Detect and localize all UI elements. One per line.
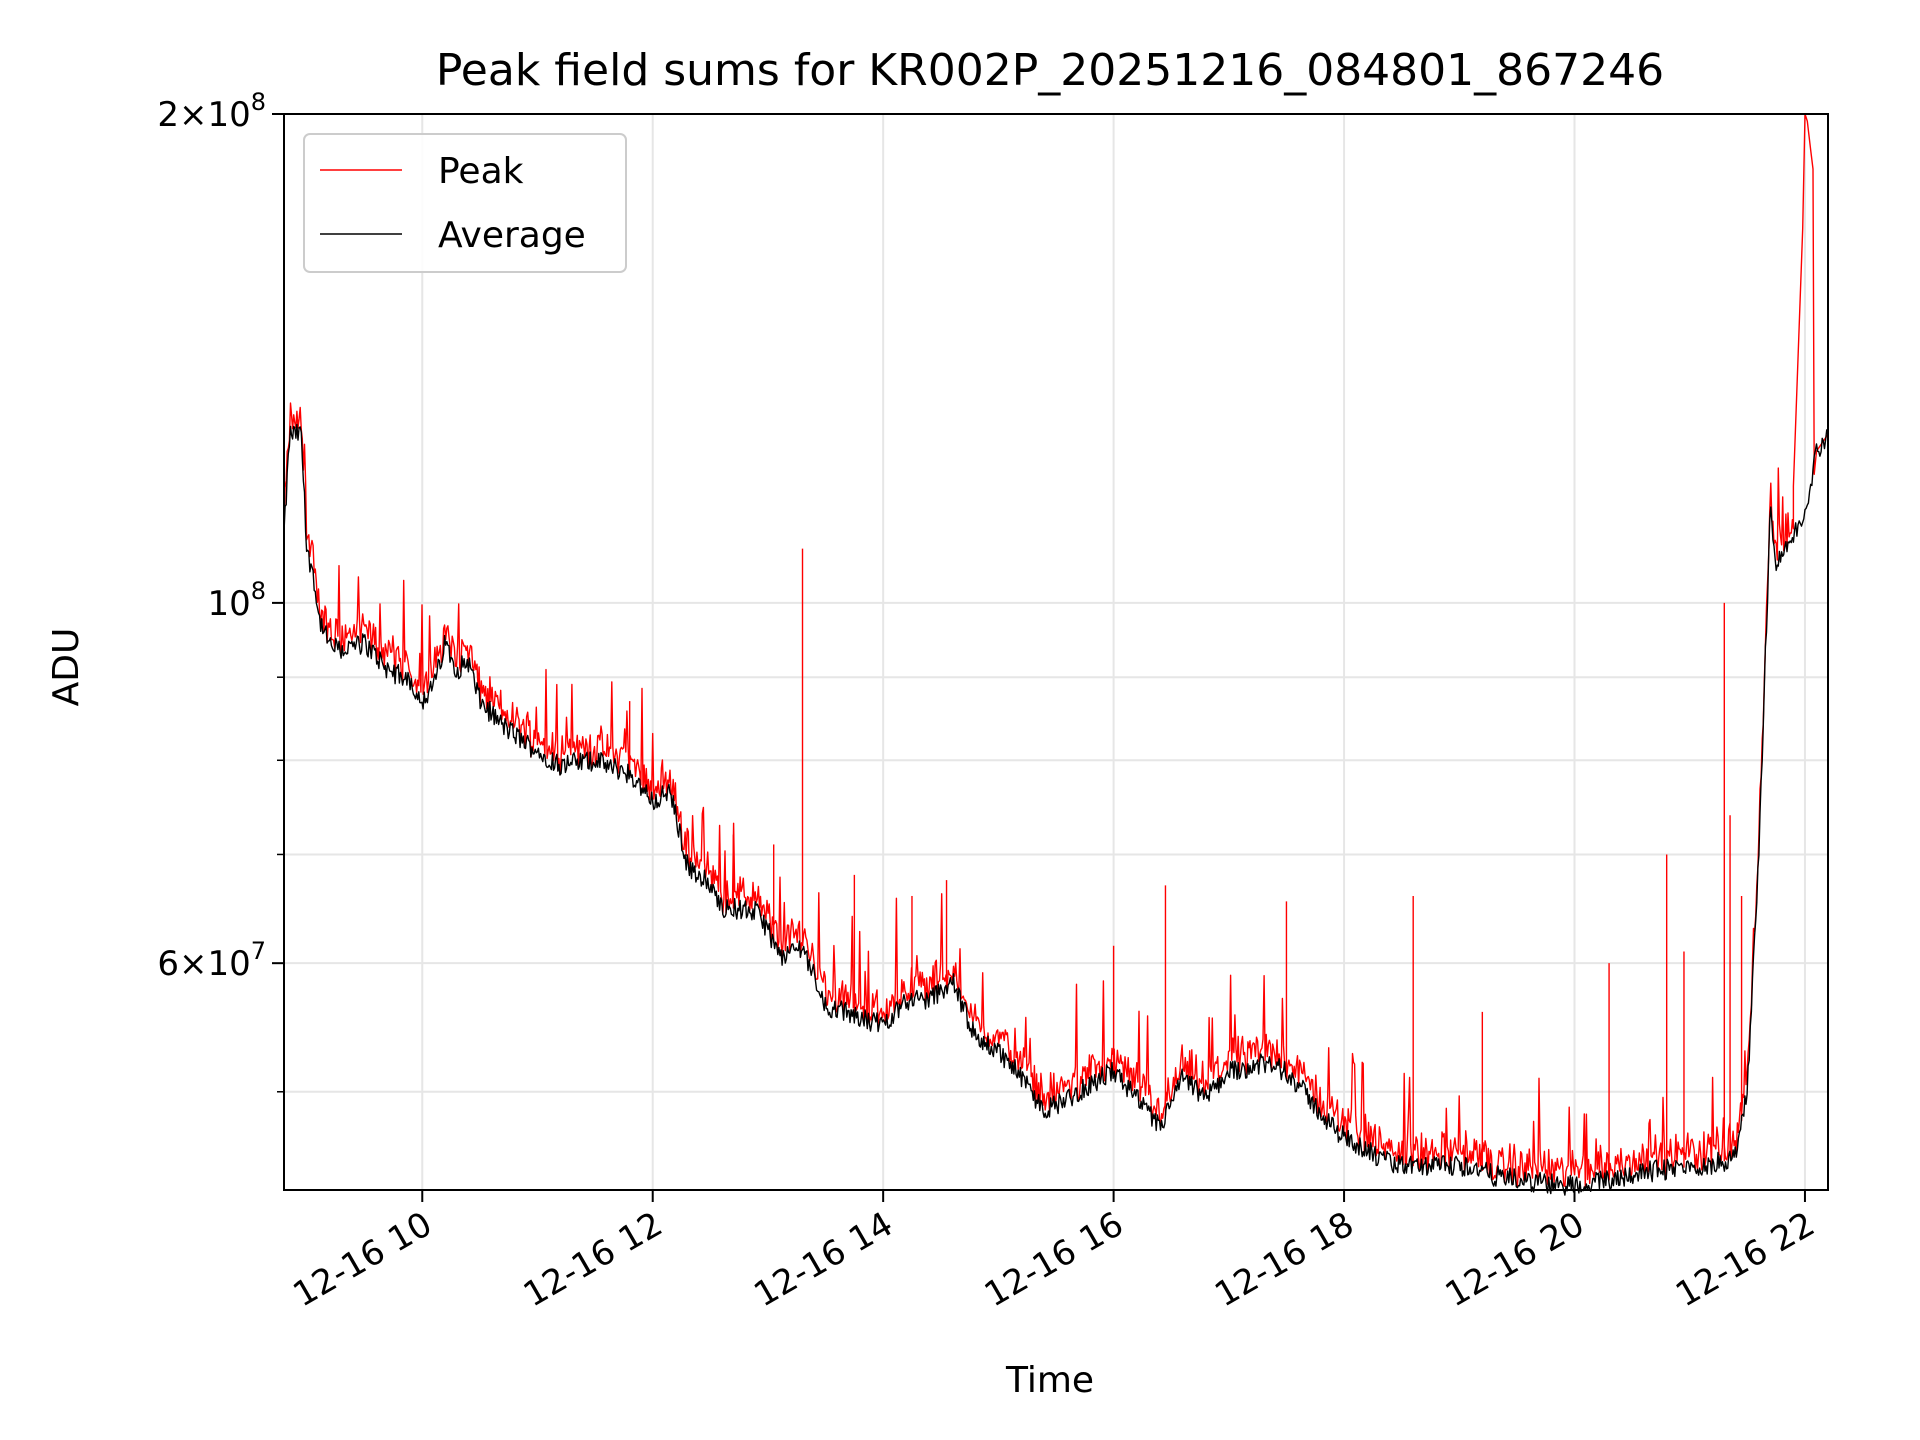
y-tick-label: 2×108 <box>157 88 266 135</box>
y-axis-label: ADU <box>46 628 87 707</box>
peak-line <box>283 113 1829 1189</box>
y-tick-label: 6×107 <box>157 937 266 984</box>
y-tick-label: 108 <box>207 577 266 624</box>
legend-box <box>303 133 627 273</box>
legend: Peak Average <box>303 133 627 273</box>
legend-peak-label: Peak <box>438 151 524 192</box>
average-series <box>283 423 1828 1196</box>
legend-average-label: Average <box>438 215 586 256</box>
x-axis-label: Time <box>1005 1360 1094 1401</box>
grid-lines <box>284 114 1828 1190</box>
plot-frame <box>283 113 1829 1191</box>
chart-title: Peak field sums for KR002P_20251216_0848… <box>436 45 1664 96</box>
average-line <box>283 423 1828 1196</box>
peak-series <box>283 113 1829 1189</box>
